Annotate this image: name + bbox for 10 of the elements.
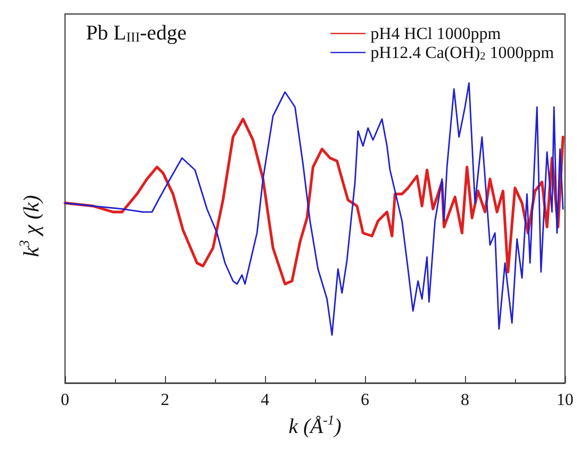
text: Pb LIII-edge [86, 20, 187, 45]
y-axis-title: k3 χ (k) [17, 194, 44, 258]
x-tick-label: 8 [460, 390, 470, 409]
legend-label: pH12.4 Ca(OH)2 1000ppm [370, 43, 554, 62]
x-tick-label: 6 [360, 390, 370, 409]
x-tick-label: 2 [160, 390, 170, 409]
x-tick-label: 4 [260, 390, 270, 409]
x-tick-label: 0 [60, 390, 70, 409]
legend-label: pH4 HCl 1000ppm [370, 24, 501, 43]
x-tick-label: 10 [556, 390, 574, 409]
